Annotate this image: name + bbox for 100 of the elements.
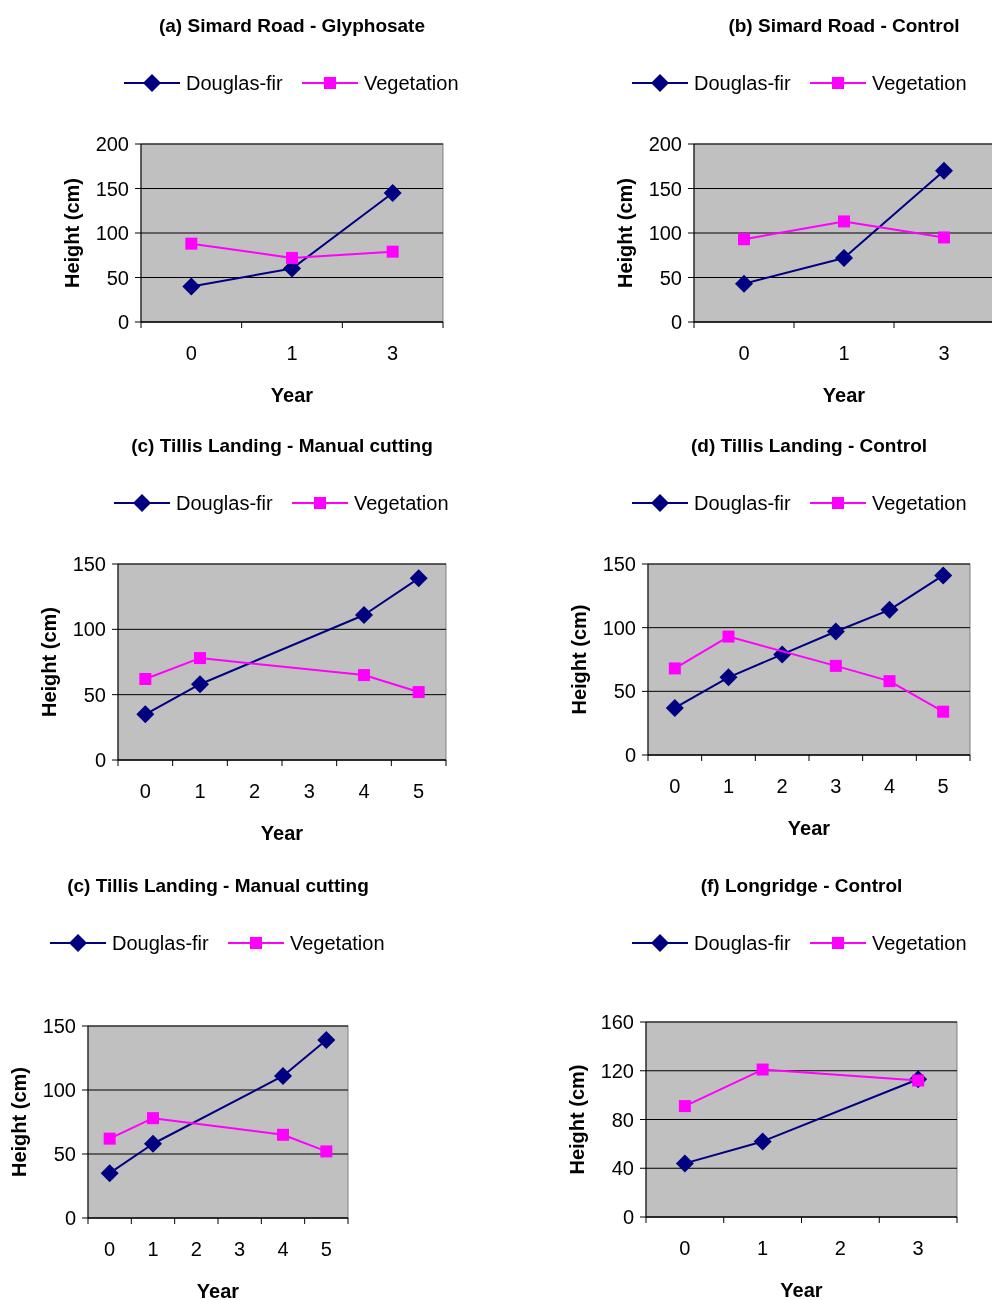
y-axis-title: Height (cm) bbox=[568, 604, 590, 715]
point bbox=[835, 248, 853, 267]
point bbox=[147, 1112, 159, 1125]
x-tick-label: 3 bbox=[234, 1238, 246, 1260]
point bbox=[678, 1100, 691, 1113]
point bbox=[274, 1066, 292, 1085]
point bbox=[286, 251, 298, 264]
point bbox=[358, 669, 370, 682]
x-tick-label: 4 bbox=[883, 775, 896, 797]
y-tick-label: 150 bbox=[648, 177, 682, 200]
legend-label: Vegetation bbox=[872, 932, 967, 954]
chart-title: (b) Simard Road - Control bbox=[728, 15, 960, 36]
point bbox=[735, 274, 753, 293]
x-axis-title: Year bbox=[822, 384, 866, 406]
x-tick-label: 1 bbox=[194, 780, 206, 802]
x-axis-title: Year bbox=[787, 817, 831, 839]
legend-label: Douglas-fir bbox=[112, 932, 210, 954]
x-tick-label: 5 bbox=[320, 1238, 332, 1260]
point bbox=[675, 1154, 694, 1173]
point bbox=[829, 659, 842, 672]
point bbox=[938, 231, 950, 244]
point bbox=[937, 705, 950, 718]
point bbox=[136, 705, 155, 724]
point bbox=[144, 1134, 162, 1153]
y-tick-label: 100 bbox=[95, 222, 129, 244]
point bbox=[277, 1128, 289, 1141]
point bbox=[191, 675, 209, 694]
point bbox=[185, 237, 198, 250]
x-tick-label: 0 bbox=[139, 780, 151, 802]
x-tick-label: 0 bbox=[185, 342, 197, 364]
point bbox=[194, 652, 206, 665]
point bbox=[412, 686, 425, 699]
chart-title: (c) Tillis Landing - Manual cutting bbox=[67, 875, 369, 896]
x-tick-label: 3 bbox=[830, 775, 842, 797]
y-tick-label: 160 bbox=[600, 1011, 634, 1033]
y-tick-label: 0 bbox=[94, 749, 106, 771]
y-tick-label: 100 bbox=[42, 1079, 76, 1101]
x-tick-label: 1 bbox=[147, 1238, 159, 1260]
y-tick-label: 50 bbox=[83, 683, 106, 706]
point bbox=[753, 1132, 772, 1151]
point bbox=[139, 672, 152, 685]
point bbox=[738, 233, 750, 246]
point bbox=[668, 662, 681, 675]
chart-title: (f) Longridge - Control bbox=[700, 875, 903, 896]
point bbox=[756, 1063, 769, 1076]
x-tick-label: 3 bbox=[303, 780, 315, 802]
legend-label: Vegetation bbox=[364, 72, 459, 94]
y-tick-label: 0 bbox=[622, 1206, 634, 1228]
point bbox=[386, 245, 399, 258]
point bbox=[103, 1132, 116, 1145]
x-tick-label: 4 bbox=[358, 780, 370, 802]
y-tick-label: 80 bbox=[611, 1108, 634, 1131]
x-tick-label: 3 bbox=[938, 342, 950, 364]
point bbox=[320, 1145, 333, 1158]
y-tick-label: 120 bbox=[600, 1059, 634, 1082]
x-tick-label: 4 bbox=[277, 1238, 289, 1260]
y-axis-title: Height (cm) bbox=[61, 178, 83, 288]
x-tick-label: 1 bbox=[722, 775, 735, 797]
y-tick-label: 0 bbox=[64, 1207, 76, 1229]
legend-label: Vegetation bbox=[354, 492, 449, 514]
x-tick-label: 5 bbox=[413, 780, 425, 802]
point bbox=[355, 605, 373, 624]
y-tick-label: 150 bbox=[72, 553, 106, 575]
y-tick-label: 200 bbox=[95, 133, 129, 155]
point bbox=[383, 183, 402, 202]
y-tick-label: 50 bbox=[53, 1143, 76, 1165]
point bbox=[665, 698, 684, 717]
y-tick-label: 0 bbox=[670, 311, 682, 333]
point bbox=[880, 600, 899, 619]
x-axis-title: Year bbox=[780, 1279, 823, 1300]
x-axis-title: Year bbox=[196, 1280, 240, 1300]
x-tick-label: 2 bbox=[834, 1237, 846, 1259]
y-tick-label: 40 bbox=[611, 1157, 634, 1180]
y-axis-title: Height (cm) bbox=[614, 178, 636, 288]
legend-label: Douglas-fir bbox=[186, 72, 284, 94]
point bbox=[826, 622, 845, 641]
y-axis-title: Height (cm) bbox=[38, 607, 60, 717]
legend-label: Vegetation bbox=[290, 932, 385, 954]
y-tick-label: 100 bbox=[648, 222, 682, 244]
y-tick-label: 100 bbox=[72, 618, 106, 641]
y-tick-label: 50 bbox=[659, 266, 682, 289]
x-tick-label: 3 bbox=[912, 1237, 924, 1259]
point bbox=[838, 215, 850, 228]
legend-label: Vegetation bbox=[872, 492, 967, 514]
x-tick-label: 2 bbox=[249, 780, 261, 802]
y-tick-label: 0 bbox=[624, 744, 636, 766]
y-tick-label: 150 bbox=[42, 1015, 76, 1037]
point bbox=[722, 630, 735, 643]
point bbox=[719, 668, 738, 687]
x-tick-label: 2 bbox=[776, 775, 788, 797]
point bbox=[317, 1031, 336, 1050]
chart-title: (a) Simard Road - Glyphosate bbox=[158, 15, 426, 36]
y-tick-label: 100 bbox=[602, 616, 636, 639]
y-tick-label: 150 bbox=[95, 177, 129, 200]
point bbox=[935, 161, 953, 180]
x-axis-title: Year bbox=[270, 384, 314, 406]
point bbox=[883, 675, 896, 688]
legend-label: Vegetation bbox=[872, 72, 967, 94]
x-tick-label: 1 bbox=[286, 342, 298, 364]
x-tick-label: 1 bbox=[838, 342, 850, 364]
